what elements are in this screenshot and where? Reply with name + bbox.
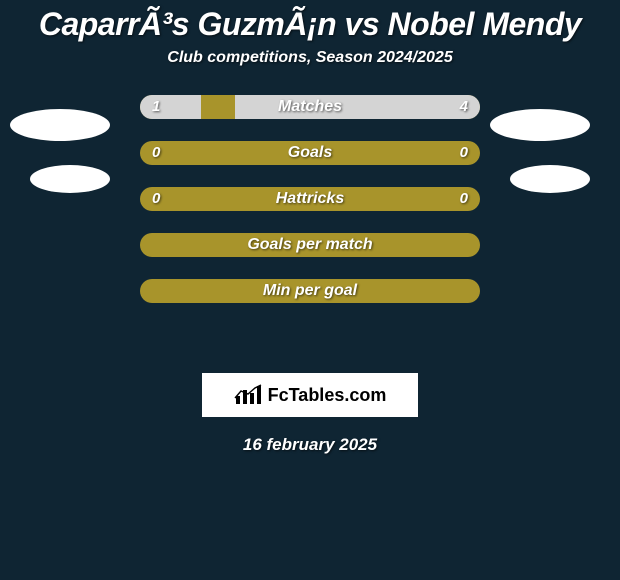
stat-row: 00Goals xyxy=(140,141,480,165)
stat-row: 14Matches xyxy=(140,95,480,119)
stat-row: Min per goal xyxy=(140,279,480,303)
report-date: 16 february 2025 xyxy=(0,435,620,455)
stat-row: Goals per match xyxy=(140,233,480,257)
stat-bars: 14Matches 00Goals 00Hattricks Goals per mat… xyxy=(140,95,480,325)
player1-avatar-small xyxy=(30,165,110,193)
comparison-stage: 14Matches 00Goals 00Hattricks Goals per mat… xyxy=(0,95,620,355)
brand-logo[interactable]: FcTables.com xyxy=(202,373,418,417)
page-title: CaparrÃ³s GuzmÃ¡n vs Nobel Mendy xyxy=(0,6,620,43)
player2-avatar-large xyxy=(490,109,590,141)
stat-row: 00Hattricks xyxy=(140,187,480,211)
stat-label: Min per goal xyxy=(140,279,480,303)
player2-avatar-small xyxy=(510,165,590,193)
card: CaparrÃ³s GuzmÃ¡n vs Nobel Mendy Club co… xyxy=(0,0,620,580)
chart-icon xyxy=(234,384,262,406)
stat-label: Hattricks xyxy=(140,187,480,211)
player1-avatar-large xyxy=(10,109,110,141)
subtitle: Club competitions, Season 2024/2025 xyxy=(0,49,620,67)
stat-label: Goals xyxy=(140,141,480,165)
stat-label: Matches xyxy=(140,95,480,119)
brand-text: FcTables.com xyxy=(268,385,387,406)
stat-label: Goals per match xyxy=(140,233,480,257)
